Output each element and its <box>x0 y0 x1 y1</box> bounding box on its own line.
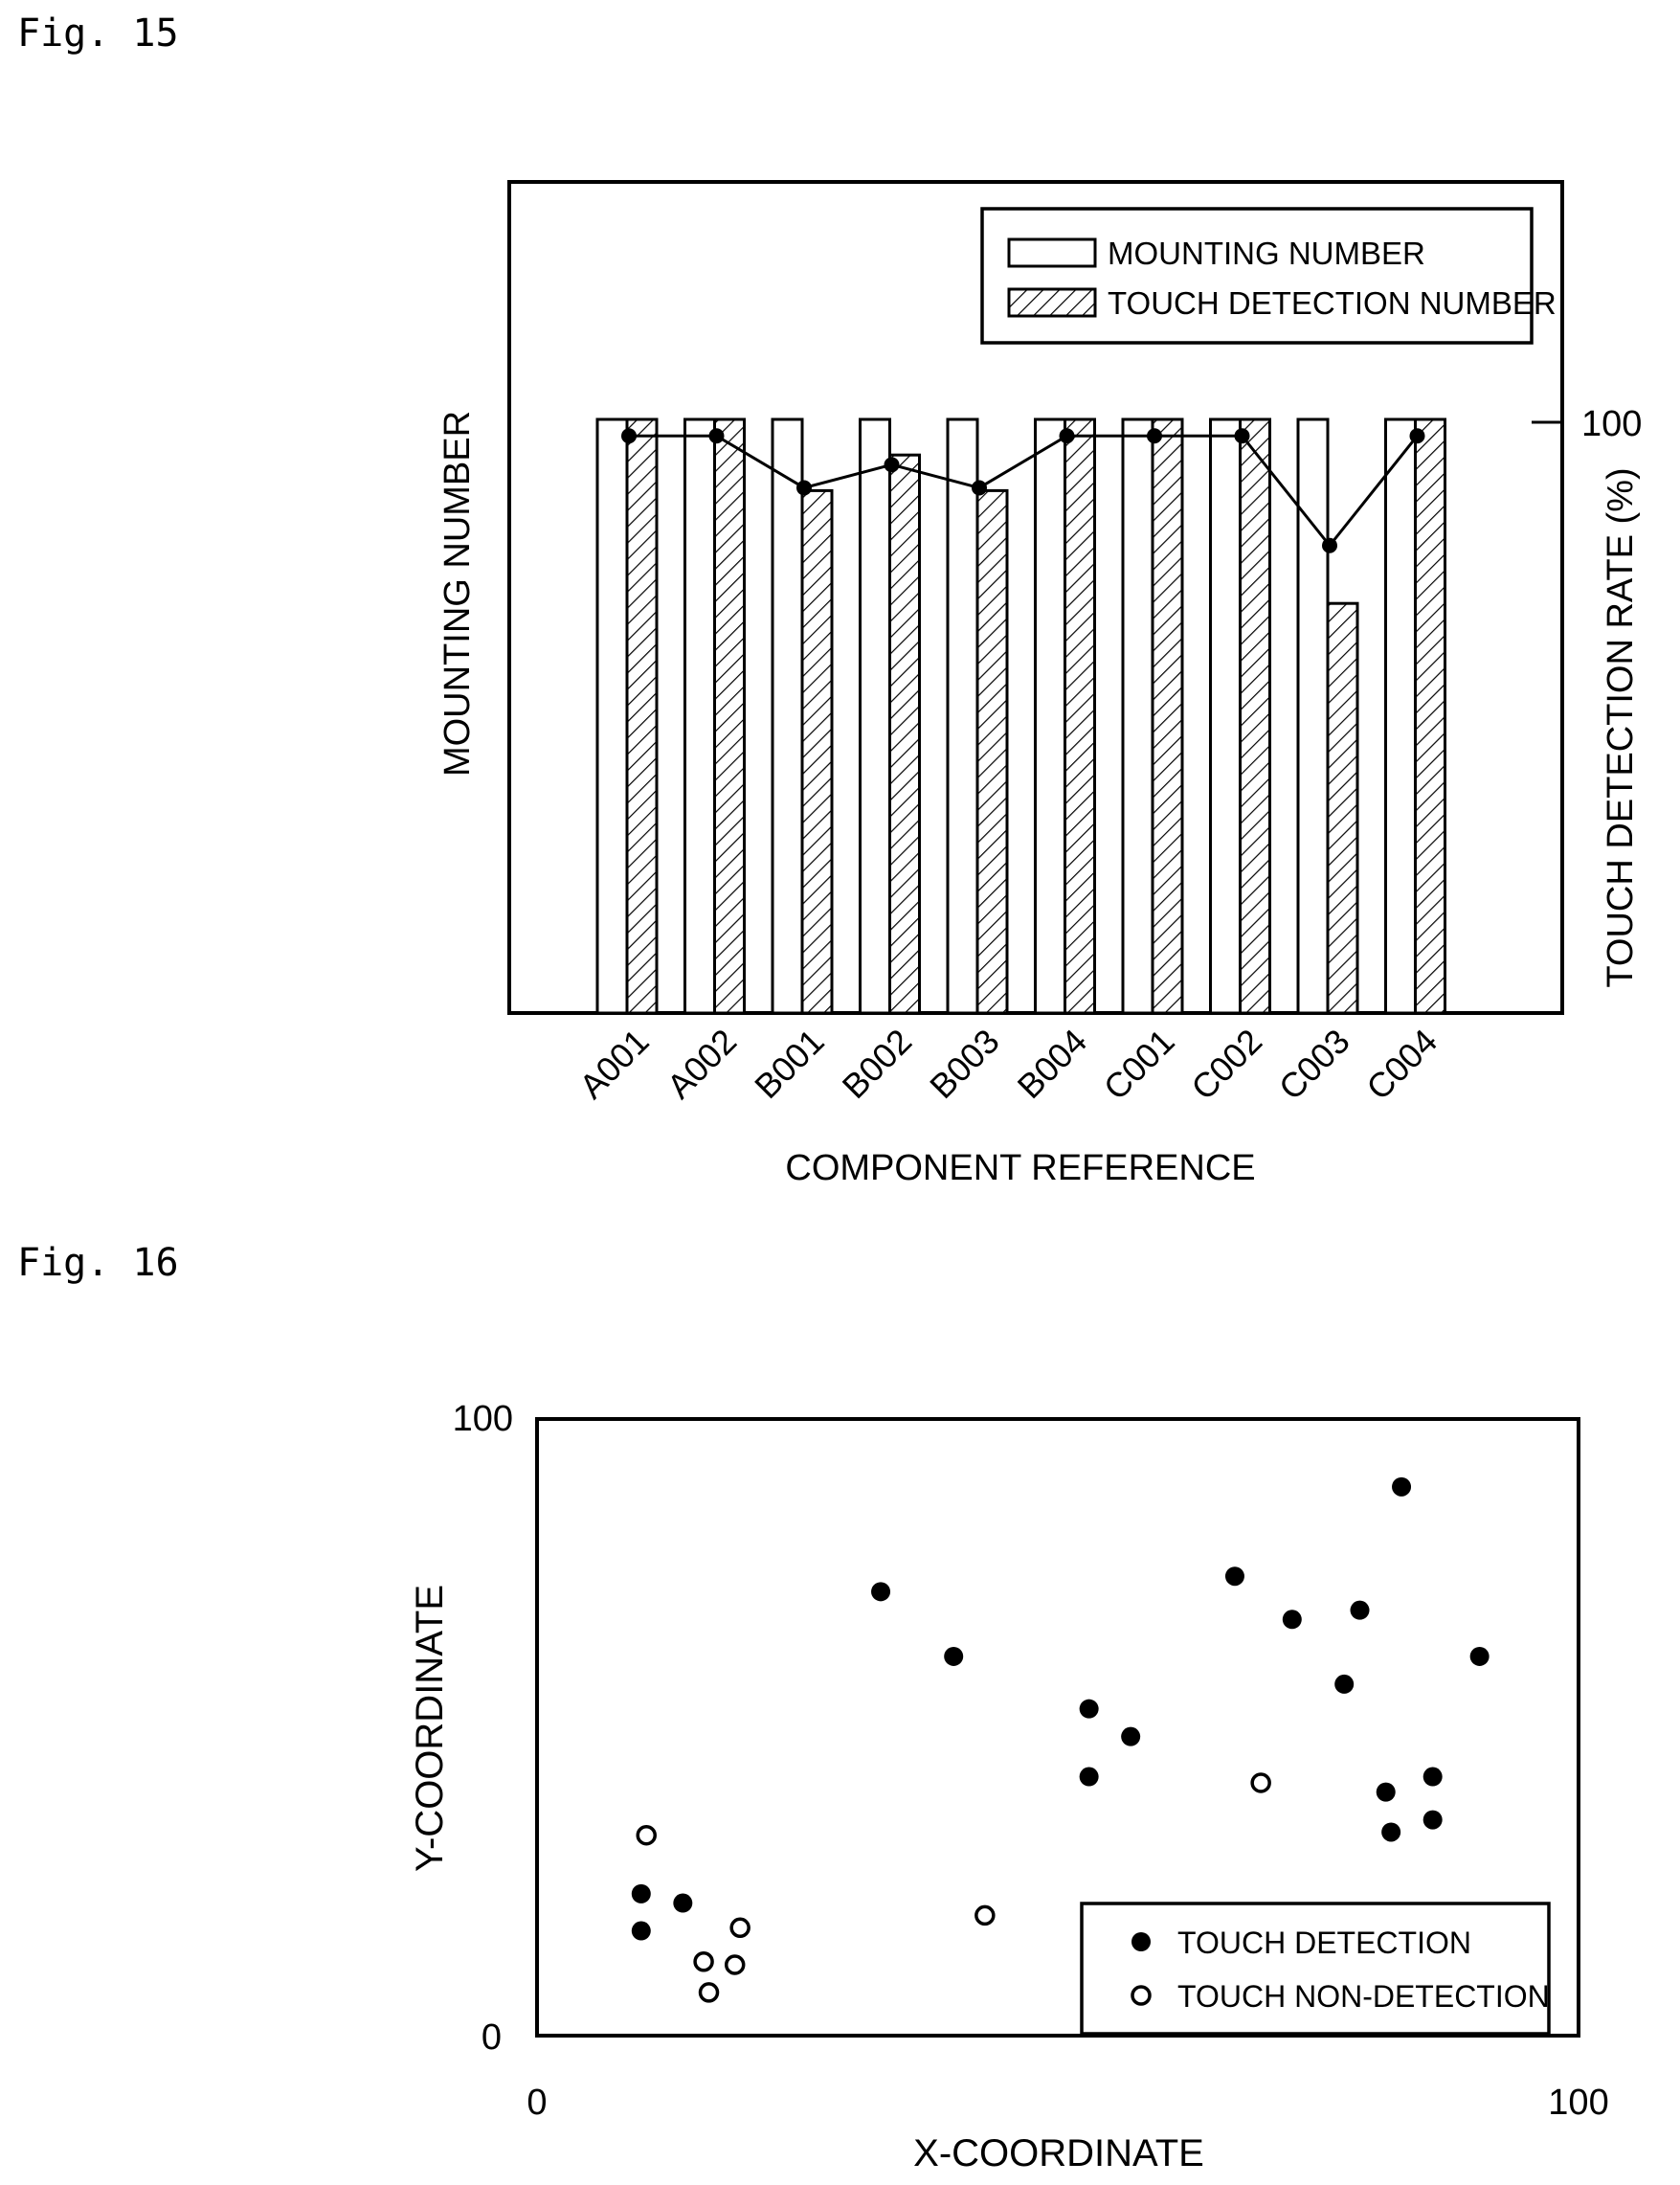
bar-mounting-number <box>859 417 891 1015</box>
bar-touch-detection-number <box>975 488 1009 1015</box>
legend-marker-filled <box>1131 1932 1151 1951</box>
legend-swatch-mounting <box>1007 237 1097 268</box>
bar-touch-detection-number <box>713 417 746 1015</box>
touch-detection-point <box>1079 1767 1099 1787</box>
touch-non-detection-point <box>698 1982 720 2003</box>
legend-label-touch-detection: TOUCH DETECTION NUMBER <box>1108 285 1557 321</box>
rate-point <box>1234 428 1250 444</box>
bar-mounting-number <box>683 417 716 1015</box>
bar-touch-detection-number <box>888 453 921 1015</box>
y-axis-right-label: TOUCH DETECTION RATE (%) <box>1601 467 1641 987</box>
x-tick-label: C003 <box>1271 1022 1357 1108</box>
legend-swatch-touch-detection <box>1007 287 1097 318</box>
x-tick-label: A002 <box>660 1022 744 1106</box>
bar-line-chart: A001 A002 B001 B002 B003 B004 C001 C002 C003 C004… <box>437 180 1642 1188</box>
legend-label-mounting: MOUNTING NUMBER <box>1108 236 1425 271</box>
figure-16-label: Fig. 16 <box>17 1241 179 1285</box>
touch-detection-point <box>1376 1782 1396 1802</box>
rate-point <box>708 428 725 444</box>
touch-non-detection-point <box>636 1824 657 1846</box>
rate-point <box>1059 428 1075 444</box>
bar-touch-detection-number <box>625 417 659 1015</box>
touch-detection-point <box>631 1883 651 1903</box>
bar-mounting-number <box>1384 417 1417 1015</box>
x-tick-label: C001 <box>1096 1022 1182 1108</box>
touch-detection-point <box>1422 1810 1443 1830</box>
touch-detection-point <box>1381 1822 1401 1842</box>
x-tick-label: C004 <box>1358 1022 1445 1108</box>
figure-15-label: Fig. 15 <box>17 11 179 56</box>
x-tick-label: B002 <box>835 1022 919 1106</box>
touch-detection-point <box>1392 1476 1412 1497</box>
bar-touch-detection-number <box>1326 601 1359 1015</box>
touch-non-detection-point <box>729 1917 750 1939</box>
rate-point <box>884 457 900 473</box>
touch-non-detection-point <box>974 1904 996 1926</box>
touch-detection-rate-line <box>629 434 1419 549</box>
legend: TOUCH DETECTION TOUCH NON-DETECTION <box>1080 1902 1551 2036</box>
bar-mounting-number <box>1209 417 1242 1015</box>
touch-detection-point <box>631 1921 651 1941</box>
x-tick-0: 0 <box>526 2083 547 2123</box>
bar-mounting-number <box>1121 417 1154 1015</box>
x-tick-label: A001 <box>571 1022 656 1106</box>
bar-touch-detection-number <box>1414 417 1446 1015</box>
bar-mounting-number <box>1296 417 1330 1015</box>
rate-point <box>1409 428 1425 444</box>
scatter-plot-frame <box>535 1417 1580 2038</box>
touch-detection-point <box>1350 1600 1370 1620</box>
y-axis-label: MOUNTING NUMBER <box>437 411 478 777</box>
right-axis-tick-label: 100 <box>1581 404 1642 444</box>
legend-box <box>980 207 1534 345</box>
bar-touch-detection-number <box>1151 417 1184 1015</box>
rate-point <box>1147 428 1162 444</box>
bar-mounting-number <box>771 417 804 1015</box>
touch-detection-point <box>1121 1726 1141 1746</box>
touch-non-detection-point <box>693 1950 714 1972</box>
rate-point <box>796 480 812 496</box>
y-tick-100: 100 <box>453 1399 513 1439</box>
x-axis-label: COMPONENT REFERENCE <box>785 1148 1255 1188</box>
x-tick-label: B004 <box>1010 1022 1094 1106</box>
touch-detection-point <box>1469 1646 1490 1666</box>
x-tick-label: B001 <box>747 1022 831 1106</box>
x-axis-label: X-COORDINATE <box>913 2132 1204 2174</box>
touch-detection-point <box>944 1646 964 1666</box>
touch-detection-point <box>1334 1674 1355 1694</box>
bar-touch-detection-number <box>800 488 834 1015</box>
x-tick-label: C002 <box>1183 1022 1269 1108</box>
bar-mounting-number <box>946 417 979 1015</box>
touch-non-detection-point <box>1250 1772 1271 1793</box>
touch-detection-point <box>871 1582 891 1602</box>
legend-box <box>1080 1902 1551 2036</box>
touch-detection-point <box>1079 1699 1099 1719</box>
rate-point <box>1322 537 1337 553</box>
touch-detection-point <box>1422 1767 1443 1787</box>
y-axis-label: Y-COORDINATE <box>409 1585 451 1872</box>
legend: MOUNTING NUMBER TOUCH DETECTION NUMBER <box>980 207 1557 345</box>
bar-mounting-number <box>595 417 629 1015</box>
y-tick-0: 0 <box>482 2017 502 2058</box>
touch-detection-point <box>673 1893 693 1913</box>
bar-mounting-number <box>1034 417 1066 1015</box>
touch-detection-point <box>1282 1610 1302 1630</box>
bar-touch-detection-number <box>1064 417 1096 1015</box>
touch-non-detection-point <box>724 1954 746 1975</box>
legend-marker-hollow <box>1131 1985 1152 2006</box>
touch-detection-point <box>1224 1566 1244 1587</box>
rate-point <box>621 428 637 444</box>
x-tick-100: 100 <box>1548 2083 1608 2123</box>
bar-touch-detection-number <box>1239 417 1271 1015</box>
legend-label-touch-detection: TOUCH DETECTION <box>1177 1926 1471 1960</box>
x-tick-label: B003 <box>922 1022 1006 1106</box>
rate-point <box>972 480 987 496</box>
legend-label-touch-non-detection: TOUCH NON-DETECTION <box>1177 1979 1550 2014</box>
